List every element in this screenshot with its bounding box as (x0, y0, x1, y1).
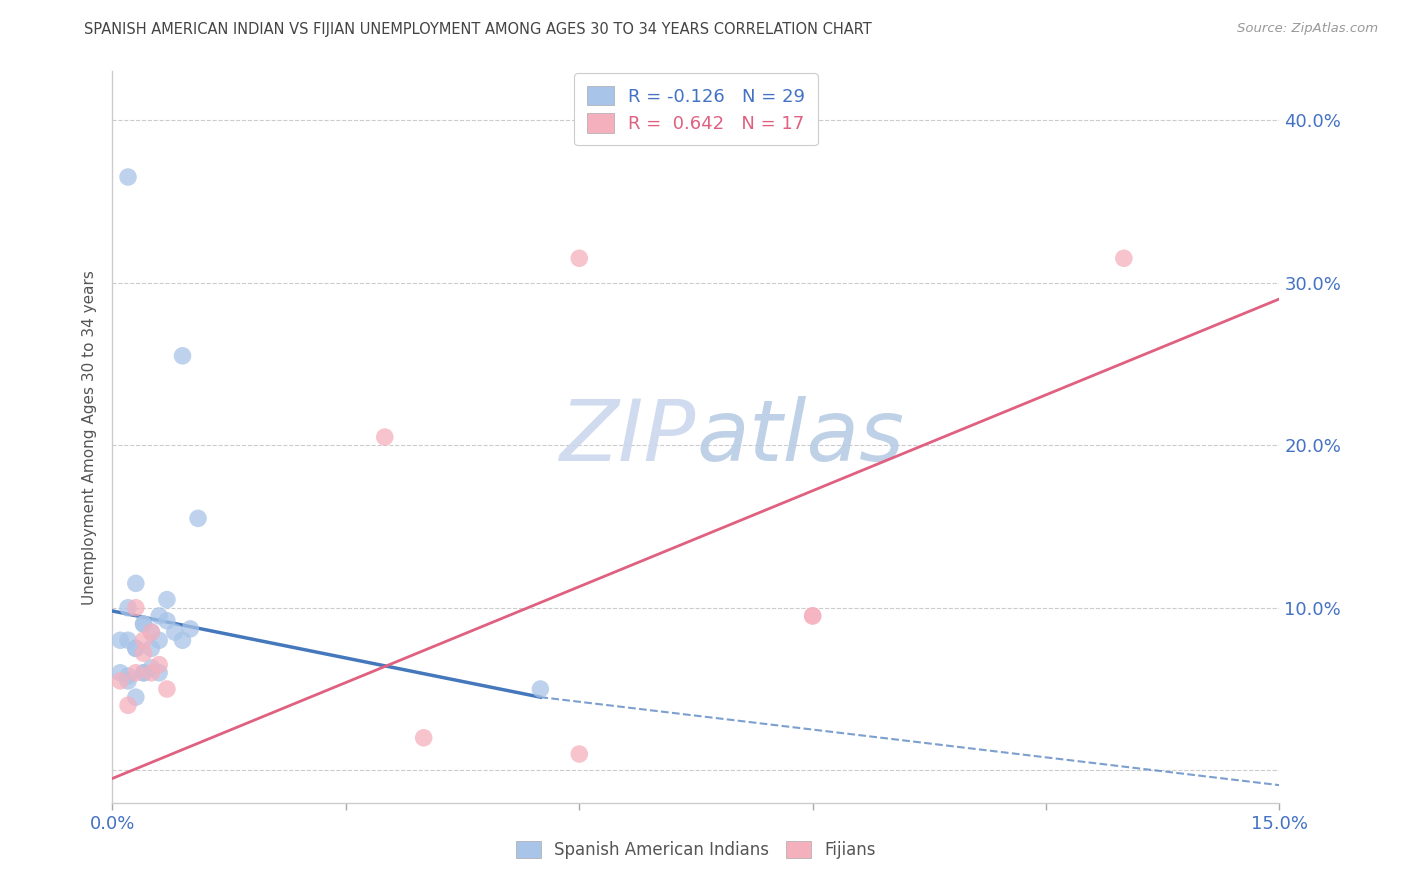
Point (132, 617, 155, 632)
Point (148, 657, 170, 672)
Text: ZIP: ZIP (560, 395, 696, 479)
Point (141, 625, 163, 640)
Point (117, 698, 139, 713)
Legend: Spanish American Indians, Fijians: Spanish American Indians, Fijians (508, 833, 884, 868)
Point (132, 633, 155, 648)
Text: atlas: atlas (696, 395, 904, 479)
Point (148, 633, 170, 648)
Point (117, 169, 139, 184)
Point (156, 681, 179, 696)
Point (117, 673, 139, 688)
Point (141, 641, 163, 656)
Point (179, 622, 201, 636)
Point (374, 430, 396, 444)
Point (110, 673, 132, 688)
Text: Source: ZipAtlas.com: Source: ZipAtlas.com (1237, 22, 1378, 36)
Point (141, 665, 163, 680)
Point (568, 747, 591, 761)
Point (412, 731, 434, 745)
Point (132, 665, 155, 680)
Point (141, 661, 163, 675)
Point (163, 625, 186, 640)
Point (110, 665, 132, 680)
Point (148, 608, 170, 623)
Point (117, 633, 139, 648)
Point (125, 576, 148, 591)
Point (125, 690, 148, 705)
Point (801, 608, 824, 623)
Point (156, 592, 179, 607)
Point (125, 641, 148, 656)
Point (132, 617, 155, 632)
Y-axis label: Unemployment Among Ages 30 to 34 years: Unemployment Among Ages 30 to 34 years (82, 269, 97, 605)
Point (172, 633, 194, 648)
Point (132, 646, 155, 660)
Point (148, 665, 170, 680)
Point (187, 511, 209, 525)
Point (125, 665, 148, 680)
Point (125, 600, 148, 615)
Point (529, 681, 551, 696)
Point (568, 252, 591, 266)
Point (110, 633, 132, 648)
Point (172, 349, 194, 363)
Point (117, 669, 139, 683)
Point (125, 641, 148, 656)
Point (801, 608, 824, 623)
Point (1112, 252, 1135, 266)
Point (117, 600, 139, 615)
Point (141, 625, 163, 640)
Text: SPANISH AMERICAN INDIAN VS FIJIAN UNEMPLOYMENT AMONG AGES 30 TO 34 YEARS CORRELA: SPANISH AMERICAN INDIAN VS FIJIAN UNEMPL… (84, 22, 872, 37)
Point (132, 665, 155, 680)
Point (156, 614, 179, 628)
